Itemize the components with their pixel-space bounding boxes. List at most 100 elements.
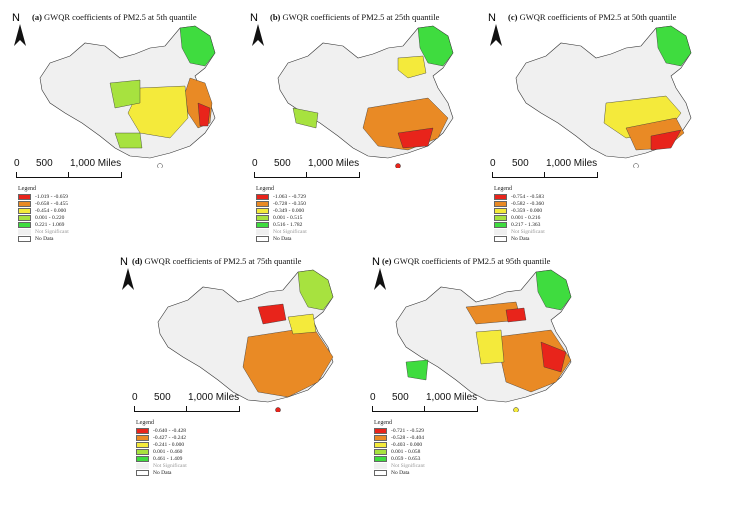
region-northeast — [297, 269, 334, 311]
legend-item: -1.019 - -0.659 — [35, 194, 68, 200]
hainan-island — [275, 407, 281, 412]
scale-1000: 1,000 Miles — [426, 392, 478, 403]
north-arrow-icon — [14, 24, 26, 46]
legend-b: Legend -1.063 - -0.729 -0.728 - -0.350 -… — [256, 186, 307, 243]
legend-item: 0.059 - 0.653 — [391, 456, 421, 462]
legend-item: -1.063 - -0.729 — [273, 194, 306, 200]
china-map-e — [395, 269, 572, 412]
panel-title-e: (e) GWQR coefficients of PM2.5 at 95th q… — [382, 256, 550, 266]
scale-500: 500 — [274, 158, 291, 169]
north-arrow-icon — [490, 24, 502, 46]
legend-no-data: No Data — [273, 236, 292, 242]
region-central-yellow — [475, 329, 505, 365]
legend-item: -0.427 - -0.242 — [153, 435, 186, 441]
legend-e: Legend -0.721 - -0.529 -0.528 - -0.404 -… — [374, 420, 425, 477]
legend-item: 0.001 - 0.460 — [153, 449, 183, 455]
panel-title-text: GWQR coefficients of PM2.5 at 95th quant… — [393, 256, 551, 266]
legend-item: 0.516 - 1.782 — [273, 222, 303, 228]
hainan-island — [395, 163, 401, 168]
panel-title-b: (b) GWQR coefficients of PM2.5 at 25th q… — [270, 12, 439, 22]
panel-title-text: GWQR coefficients of PM2.5 at 75th quant… — [144, 256, 302, 266]
region-west-green — [292, 107, 319, 129]
scale-1000: 1,000 Miles — [546, 158, 598, 169]
region-central-yellow — [127, 85, 189, 139]
legend-item: -0.454 - 0.000 — [35, 208, 67, 214]
scale-500: 500 — [154, 392, 171, 403]
legend-item: 0.461 - 1.409 — [153, 456, 183, 462]
legend-item: -0.403 - 0.000 — [391, 442, 423, 448]
region-north-yellow — [397, 55, 427, 79]
legend-not-significant: Not Significant — [153, 463, 187, 469]
legend-not-significant: Not Significant — [391, 463, 425, 469]
scale-1000: 1,000 Miles — [188, 392, 240, 403]
scale-bar-e: 0 500 1,000 Miles — [370, 392, 485, 414]
scale-bar-c: 0 500 1,000 Miles — [490, 158, 605, 180]
scale-0: 0 — [370, 392, 376, 403]
region-east-orange — [242, 326, 334, 398]
china-map-d — [157, 269, 334, 412]
panel-label: (d) — [132, 256, 143, 266]
legend-c: Legend -0.754 - -0.583 -0.582 - -0.360 -… — [494, 186, 545, 243]
legend-no-data: No Data — [511, 236, 530, 242]
hainan-island — [513, 407, 519, 412]
legend-no-data: No Data — [391, 470, 410, 476]
north-arrow-icon — [252, 24, 264, 46]
panel-title-d: (d) GWQR coefficients of PM2.5 at 75th q… — [132, 256, 301, 266]
legend-item: -0.754 - -0.583 — [511, 194, 544, 200]
map-panel-c: N (c) GWQR coefficients of PM2.5 at 50th… — [486, 8, 726, 258]
region-east-red — [540, 341, 567, 373]
scale-500: 500 — [392, 392, 409, 403]
panel-label: (e) — [382, 256, 392, 266]
north-label: N — [250, 12, 258, 24]
legend-title: Legend — [136, 420, 154, 426]
region-north-red — [505, 307, 527, 323]
region-east-red — [197, 102, 211, 127]
scale-bar-d: 0 500 1,000 Miles — [132, 392, 247, 414]
north-label: N — [488, 12, 496, 24]
map-panel-d: N (d) GWQR coefficients of PM2.5 at 75th… — [120, 252, 368, 502]
region-southwest-green — [405, 359, 429, 381]
legend-item: -0.349 - 0.000 — [273, 208, 305, 214]
legend-item: -0.528 - -0.404 — [391, 435, 424, 441]
region-northeast — [417, 25, 454, 67]
panel-title-text: GWQR coefficients of PM2.5 at 5th quanti… — [44, 12, 197, 22]
hainan-island — [633, 163, 639, 168]
legend-not-significant: Not Significant — [511, 229, 545, 235]
legend-title: Legend — [374, 420, 392, 426]
region-northeast — [179, 25, 216, 67]
legend-item: -0.582 - -0.360 — [511, 201, 544, 207]
legend-title: Legend — [494, 186, 512, 192]
legend-title: Legend — [18, 186, 36, 192]
china-map-a — [39, 25, 216, 168]
panel-label: (a) — [32, 12, 42, 22]
north-arrow-icon — [374, 268, 386, 290]
region-south-red — [397, 127, 434, 149]
north-label: N — [120, 256, 128, 268]
legend-item: -0.721 - -0.529 — [391, 428, 424, 434]
north-label: N — [12, 12, 20, 24]
region-northeast — [535, 269, 572, 311]
region-central-green — [109, 79, 141, 109]
legend-d: Legend -0.640 - -0.428 -0.427 - -0.242 -… — [136, 420, 187, 477]
legend-item: -0.359 - 0.000 — [511, 208, 543, 214]
legend-title: Legend — [256, 186, 274, 192]
north-arrow-icon — [122, 268, 134, 290]
scale-500: 500 — [36, 158, 53, 169]
scale-1000: 1,000 Miles — [308, 158, 360, 169]
map-panel-b: N (b) GWQR coefficients of PM2.5 at 25th… — [248, 8, 488, 258]
legend-not-significant: Not Significant — [35, 229, 69, 235]
map-panel-a: N (a) GWQR coefficients of PM2.5 at 5th … — [10, 8, 250, 258]
legend-item: 0.221 - 1.069 — [35, 222, 65, 228]
legend-item: -0.241 - 0.000 — [153, 442, 185, 448]
region-north-red — [257, 303, 287, 325]
region-northeast — [655, 25, 692, 67]
legend-item: 0.001 - 0.220 — [35, 215, 65, 221]
legend-item: 0.001 - 0.515 — [273, 215, 303, 221]
panel-title-text: GWQR coefficients of PM2.5 at 25th quant… — [282, 12, 440, 22]
legend-no-data: No Data — [153, 470, 172, 476]
map-panel-e: N (e) GWQR coefficients of PM2.5 at 95th… — [366, 252, 606, 502]
china-map-b — [277, 25, 454, 168]
region-south-green — [114, 132, 143, 149]
region-east-yellow — [287, 313, 317, 335]
scale-500: 500 — [512, 158, 529, 169]
